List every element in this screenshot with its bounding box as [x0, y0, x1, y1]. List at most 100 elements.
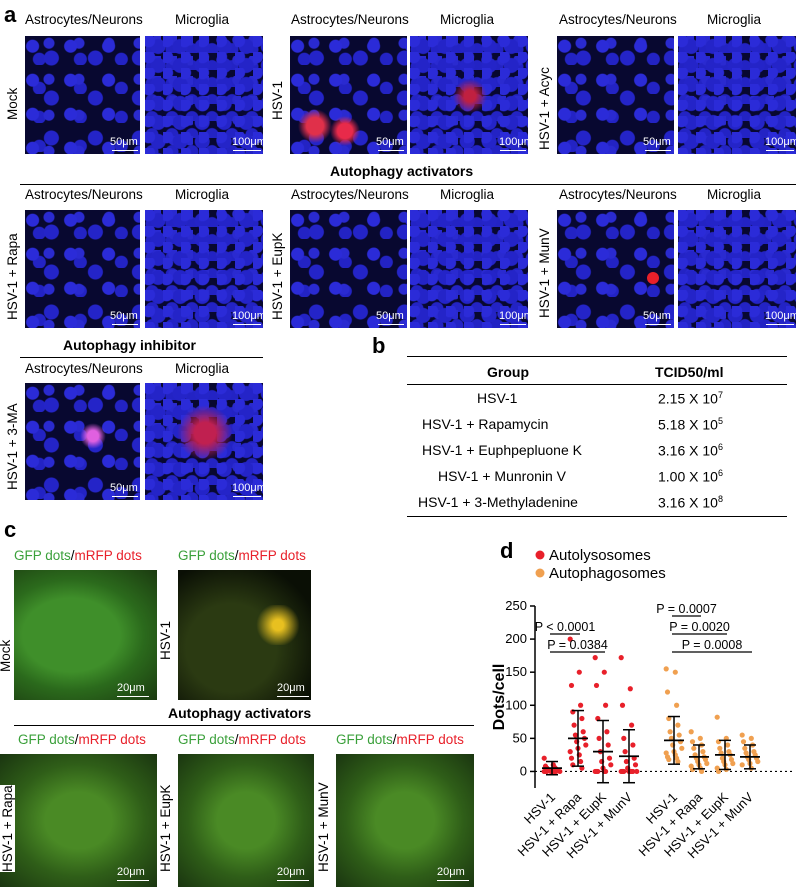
data-point — [603, 702, 609, 708]
data-point — [675, 758, 681, 765]
table-cell-group: HSV-1 + Rapamycin — [422, 416, 549, 432]
scalebar — [766, 324, 794, 325]
scalebar — [233, 496, 261, 497]
table-cell-group: HSV-1 + Euphpepluone K — [422, 442, 582, 458]
data-point — [676, 732, 682, 738]
scalebar-text: 50μm — [376, 136, 404, 148]
col-header-microglia: Microglia — [707, 187, 762, 202]
data-point — [697, 735, 703, 741]
scalebar — [500, 150, 526, 151]
table-cell-tcid: 3.16 X 106 — [658, 442, 723, 459]
condition-label: HSV-1 + EupK — [158, 784, 173, 872]
scalebar-text: 50μm — [110, 136, 138, 148]
table-cell-group: HSV-1 + Munronin V — [438, 468, 567, 484]
data-point — [632, 762, 639, 768]
micrograph-c-munv — [336, 754, 474, 887]
data-point — [603, 768, 609, 775]
scalebar-text: 20μm — [117, 682, 145, 694]
data-point — [714, 714, 720, 720]
scalebar — [112, 324, 138, 325]
condition-label: HSV-1 — [270, 80, 285, 120]
scalebar — [277, 696, 309, 697]
data-point — [619, 702, 626, 708]
p-value-label: P = 0.0384 — [547, 638, 608, 652]
col-header-microglia: Microglia — [175, 12, 230, 27]
scalebar — [437, 880, 469, 881]
p-value-label: P = 0.0008 — [682, 638, 743, 652]
scalebar — [277, 880, 309, 881]
scalebar-text: 100μm — [765, 310, 799, 322]
legend-marker — [535, 568, 545, 578]
condition-label: Mock — [5, 87, 20, 120]
data-point — [663, 750, 669, 756]
p-value-label: P = 0.0007 — [656, 602, 717, 616]
scalebar-text: 50μm — [643, 136, 671, 148]
data-point — [743, 750, 749, 756]
col-header-astro: Astrocytes/Neurons — [25, 361, 143, 376]
section-divider — [20, 357, 263, 358]
micrograph-mock-astro — [25, 36, 140, 154]
data-point — [567, 636, 573, 642]
data-point — [630, 742, 636, 748]
data-point — [699, 768, 705, 775]
data-point — [663, 666, 669, 672]
data-point — [572, 732, 578, 738]
data-point — [568, 682, 575, 689]
data-point — [689, 739, 696, 745]
table-top-rule — [407, 356, 787, 357]
y-tick-label: 250 — [505, 598, 527, 613]
data-point — [728, 756, 735, 763]
y-tick-label: 50 — [513, 730, 527, 745]
table-header-tcid: TCID50/ml — [655, 364, 724, 380]
data-point — [592, 655, 598, 661]
condition-label: HSV-1 + Rapa — [5, 233, 20, 320]
data-point — [725, 742, 731, 748]
data-point — [621, 735, 627, 741]
scalebar-text: 100μm — [232, 136, 266, 148]
table-cell-tcid: 3.16 X 108 — [658, 494, 723, 511]
data-point — [717, 745, 723, 751]
scalebar-text: 50μm — [110, 482, 138, 494]
data-point — [618, 655, 624, 661]
data-point — [739, 732, 745, 738]
y-tick-label: 200 — [505, 631, 527, 646]
condition-label: Mock — [0, 639, 13, 672]
section-title-inhibitor: Autophagy inhibitor — [63, 337, 196, 353]
data-point — [634, 768, 640, 775]
col-header-astro: Astrocytes/Neurons — [25, 12, 143, 27]
table-header-group: Group — [487, 364, 529, 380]
scalebar-text: 20μm — [277, 866, 305, 878]
data-point — [583, 742, 589, 748]
data-point — [567, 749, 573, 755]
y-tick-label: 0 — [520, 763, 527, 778]
scalebar-text: 50μm — [376, 310, 404, 322]
table-bottom-rule — [407, 516, 787, 517]
data-point — [606, 755, 613, 761]
data-point — [578, 758, 584, 765]
data-point — [541, 755, 547, 761]
scalebar — [117, 696, 149, 697]
data-point — [748, 735, 754, 741]
panel-c-letter: c — [4, 517, 17, 542]
condition-label: HSV-1 + MunV — [316, 782, 331, 872]
condition-label: HSV-1 + Rapa — [0, 785, 15, 872]
data-point — [630, 768, 636, 775]
scalebar-text: 100μm — [765, 136, 799, 148]
data-point — [623, 758, 629, 765]
section-title-activators: Autophagy activators — [168, 705, 312, 721]
data-point — [664, 689, 671, 695]
data-point — [730, 760, 736, 767]
data-point — [739, 762, 745, 768]
scalebar — [233, 150, 261, 151]
section-title-activators: Autophagy activators — [330, 163, 474, 179]
scalebar — [378, 150, 404, 151]
scalebar — [112, 496, 138, 497]
col-header-astro: Astrocytes/Neurons — [291, 12, 409, 27]
micrograph-3ma-microglia — [145, 383, 263, 500]
micrograph-c-hsv1 — [178, 570, 311, 700]
micrograph-c-mock — [14, 570, 157, 700]
data-point — [688, 729, 694, 735]
col-header-microglia: Microglia — [175, 187, 230, 202]
data-point — [675, 722, 681, 728]
